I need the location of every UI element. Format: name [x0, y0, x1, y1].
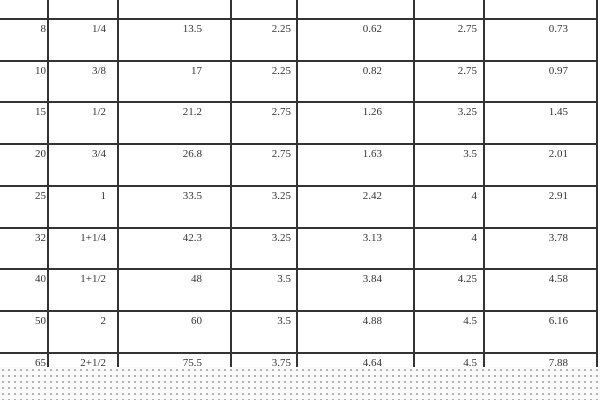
- table-cell: 3.25: [271, 232, 291, 244]
- table-cell: 4.25: [457, 273, 477, 285]
- table-cell: 1.45: [548, 106, 568, 118]
- table-cell: 2.01: [548, 148, 568, 160]
- table-cell: 17: [191, 65, 202, 77]
- table-cell: 2.25: [271, 23, 291, 35]
- table-cell: 2.75: [457, 65, 477, 77]
- column-divider: [596, 0, 598, 370]
- row-divider: [0, 143, 597, 145]
- table-cell: 2: [100, 315, 107, 327]
- table-cell: 1/2: [91, 106, 106, 118]
- row-divider: [0, 60, 597, 62]
- table-cell: 0.82: [362, 65, 382, 77]
- dotted-overlay: [0, 367, 600, 400]
- table-cell: 25: [35, 190, 46, 202]
- table-cell: 20: [35, 148, 46, 160]
- table-cell: 3.25: [271, 190, 291, 202]
- table-cell: 2.75: [457, 23, 477, 35]
- row-divider: [0, 268, 597, 270]
- table-cell: 6.16: [548, 315, 568, 327]
- table-cell: 3.75: [271, 357, 291, 369]
- table-cell: 3/8: [91, 65, 106, 77]
- table-cell: 60: [191, 315, 202, 327]
- table-cell: 13.5: [182, 23, 202, 35]
- table-cell: 4.5: [463, 315, 477, 327]
- table-cell: 3.25: [457, 106, 477, 118]
- table-cell: 0.97: [548, 65, 568, 77]
- table-cell: 4.5: [463, 357, 477, 369]
- table-cell: 2.75: [271, 106, 291, 118]
- table-cell: 15: [35, 106, 46, 118]
- table-cell: 3.84: [362, 273, 382, 285]
- table-cell: 1: [100, 190, 107, 202]
- row-divider: [0, 101, 597, 103]
- table-cell: 2.25: [271, 65, 291, 77]
- table-cell: 2.75: [271, 148, 291, 160]
- table-cell: 21.2: [182, 106, 202, 118]
- table-cell: 3.5: [277, 273, 291, 285]
- table-cell: 50: [35, 315, 46, 327]
- table-cell: 48: [191, 273, 202, 285]
- table-cell: 1+1/4: [80, 232, 106, 244]
- row-divider: [0, 185, 597, 187]
- table-cell: 2+1/2: [80, 357, 106, 369]
- table-cell: 2.91: [548, 190, 568, 202]
- table-cell: 75.5: [182, 357, 202, 369]
- table-cell: 8: [40, 23, 47, 35]
- table-cell: 26.8: [182, 148, 202, 160]
- table-cell: 4.88: [362, 315, 382, 327]
- table-cell: 40: [35, 273, 46, 285]
- row-divider: [0, 310, 597, 312]
- table-cell: 33.5: [182, 190, 202, 202]
- table-cell: 2.42: [362, 190, 382, 202]
- table-cell: 1.63: [362, 148, 382, 160]
- table-cell: 3.5: [463, 148, 477, 160]
- table-cell: 4: [471, 190, 478, 202]
- table-cell: 0.62: [362, 23, 382, 35]
- table-cell: 3.13: [362, 232, 382, 244]
- table-cell: 0.73: [548, 23, 568, 35]
- table-cell: 1.26: [362, 106, 382, 118]
- row-divider: [0, 18, 597, 20]
- table-cell: 32: [35, 232, 46, 244]
- table-cell: 4: [471, 232, 478, 244]
- table-cell: 3/4: [91, 148, 106, 160]
- table-cell: 1/4: [91, 23, 106, 35]
- table-cell: 4.58: [548, 273, 568, 285]
- table-cell: 3.5: [277, 315, 291, 327]
- table-cell: 7.88: [548, 357, 568, 369]
- table-cell: 65: [35, 357, 46, 369]
- table-cell: 42.3: [182, 232, 202, 244]
- table-cell: 4.64: [362, 357, 382, 369]
- row-divider: [0, 352, 597, 354]
- table-cell: 1+1/2: [80, 273, 106, 285]
- table-cell: 3.78: [548, 232, 568, 244]
- table-cell: 10: [35, 65, 46, 77]
- row-divider: [0, 227, 597, 229]
